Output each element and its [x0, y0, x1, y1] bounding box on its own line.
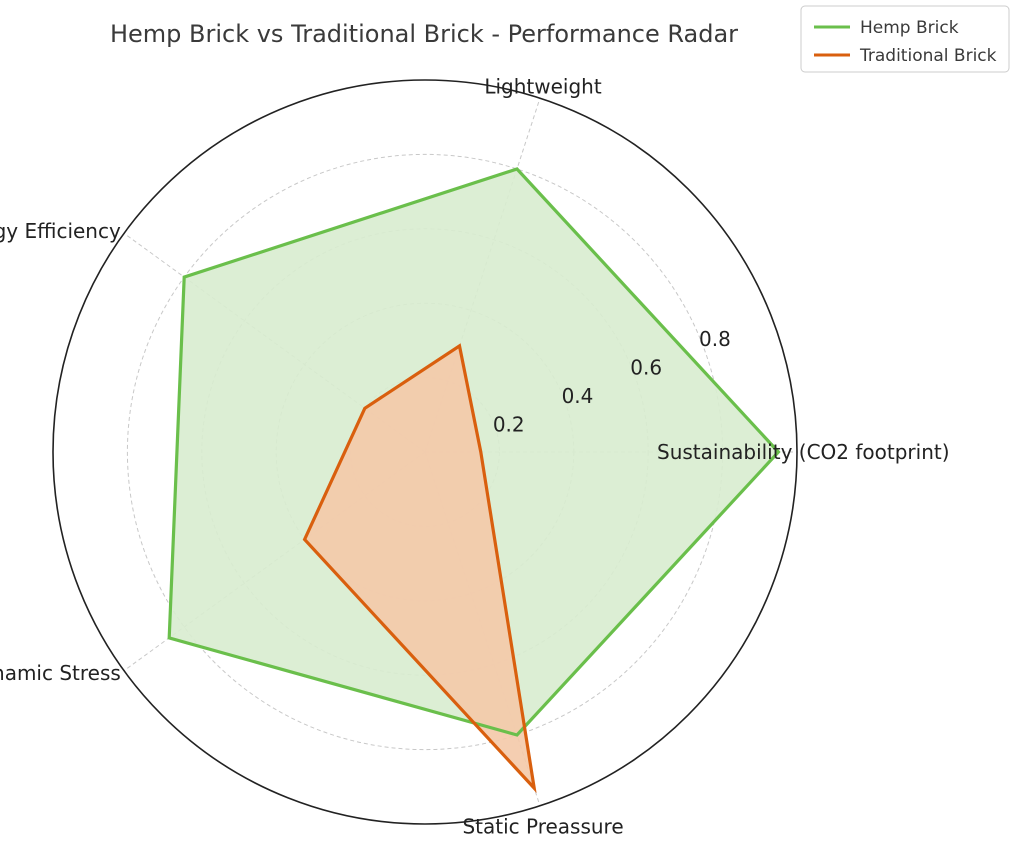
- legend-label-traditional-brick: Traditional Brick: [859, 46, 997, 66]
- tick-label-4: 0.8: [699, 327, 731, 351]
- chart-title: Hemp Brick vs Traditional Brick - Perfor…: [110, 20, 738, 48]
- axis-label-sustainability-co2-footprint: Sustainability (CO2 footprint): [657, 440, 950, 464]
- axis-label-energy-efficiency: Energy Efficiency: [0, 219, 121, 243]
- outer-ring: [52, 79, 798, 825]
- legend-frame: [800, 5, 1010, 73]
- series-line-traditional-brick: [302, 343, 537, 794]
- series-line-hemp-brick: [167, 167, 781, 737]
- radial-tick-labels: 0.2 0.4 0.6 0.8: [493, 327, 731, 436]
- tick-label-1: 0.2: [493, 413, 525, 437]
- legend: Hemp Brick Traditional Brick: [800, 5, 1010, 73]
- axis-label-static-preassure: Static Preassure: [462, 814, 623, 838]
- legend-label-hemp-brick: Hemp Brick: [860, 18, 959, 38]
- axis-label-lightweight: Lightweight: [484, 75, 602, 99]
- series-area-traditional-brick: [304, 345, 535, 789]
- tick-label-3: 0.6: [630, 356, 662, 380]
- radar-series: [167, 167, 781, 794]
- tick-label-2: 0.4: [562, 384, 594, 408]
- axis-labels: Sustainability (CO2 footprint) Lightweigh…: [0, 75, 950, 839]
- spoke-lightweight: [424, 98, 541, 453]
- axis-label-dynamic-stress: Dynamic Stress: [0, 661, 121, 685]
